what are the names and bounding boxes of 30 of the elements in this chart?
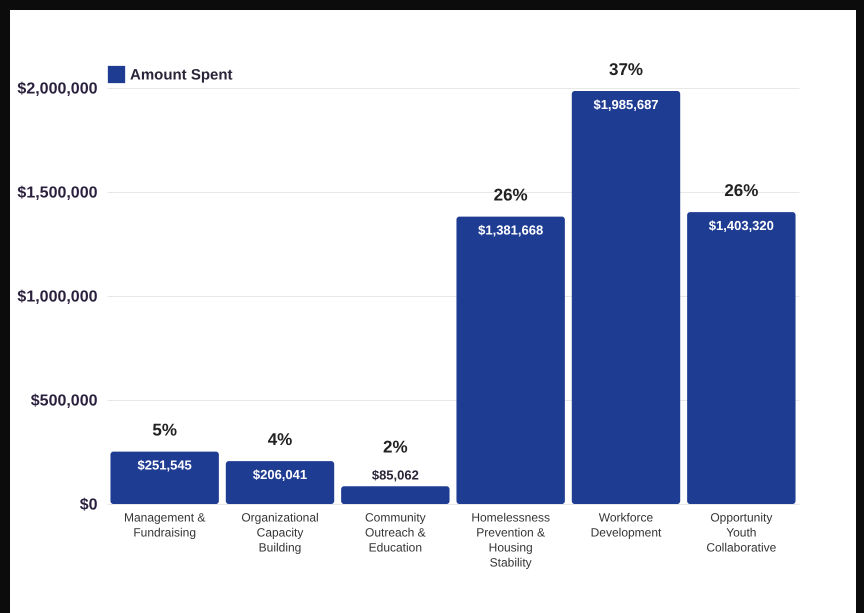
bar	[341, 486, 450, 504]
x-tick-label: Homelessness Prevention & Housing Stability	[471, 510, 550, 570]
annotation: 26%	[494, 186, 528, 205]
y-tick-label: $1,500,000	[17, 184, 98, 202]
x-tick-label: Opportunity Youth Collaborative	[706, 510, 777, 554]
y-tick-label: $1,000,000	[17, 288, 98, 306]
annotation: 5%	[152, 420, 177, 440]
data-label: $1,985,687	[593, 96, 659, 112]
y-tick-label: $2,000,000	[17, 80, 98, 98]
bar	[572, 90, 680, 504]
annotation: 2%	[383, 437, 408, 456]
data-label: $1,381,668	[478, 222, 544, 238]
y-tick-label: $0	[80, 496, 98, 514]
x-tick-label: Workforce Development	[590, 510, 662, 540]
data-label: $1,403,320	[708, 218, 774, 234]
legend-label: Amount Spent	[130, 66, 232, 84]
data-label: $85,062	[372, 467, 419, 482]
bar	[687, 212, 796, 504]
x-tick-label: Community Outreach & Education	[364, 510, 426, 554]
annotation: 26%	[724, 181, 758, 200]
x-tick-label: Management & Fundraising	[124, 510, 206, 540]
bar	[456, 216, 565, 504]
bar	[110, 452, 219, 504]
annotation: 4%	[268, 430, 292, 450]
annotation: 37%	[608, 60, 644, 79]
y-tick-label: $500,000	[30, 392, 98, 410]
data-label: $251,545	[138, 458, 192, 473]
bar	[226, 461, 334, 504]
x-tick-label: Organizational Capacity Building	[241, 510, 319, 554]
data-label: $206,041	[252, 467, 308, 482]
